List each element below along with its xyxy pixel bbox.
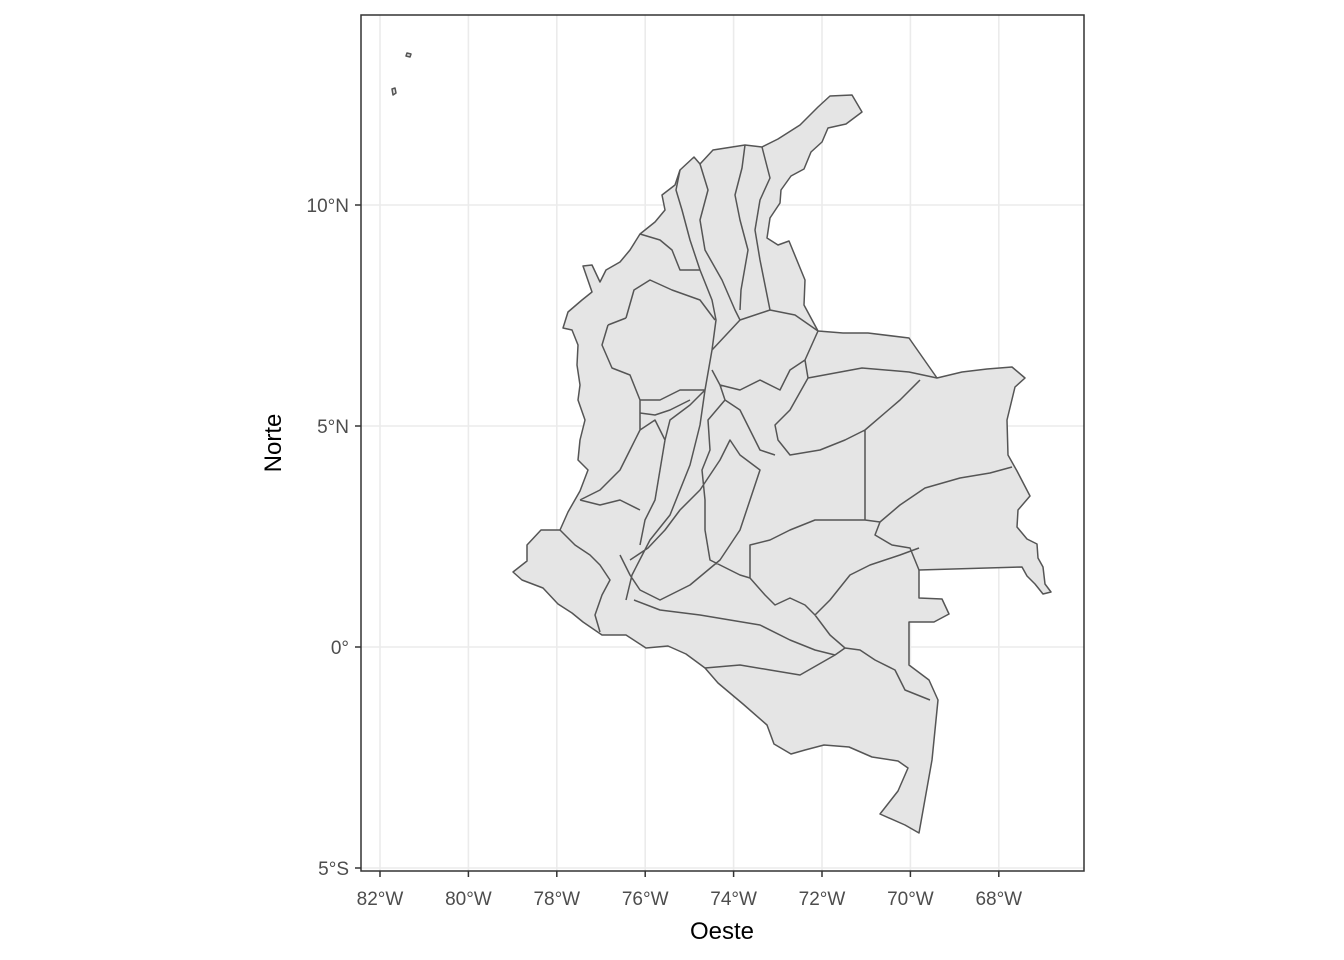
colombia-map: [391, 52, 1052, 834]
x-tick-label: 70°W: [887, 889, 934, 910]
y-tick-label: 10°N: [307, 196, 349, 217]
x-tick-label: 76°W: [622, 889, 669, 910]
x-tick-label: 74°W: [710, 889, 757, 910]
island-san-andres: [391, 87, 397, 96]
x-axis: 82°W 80°W 78°W 76°W 74°W 72°W 70°W 68°W: [357, 871, 1022, 910]
island-providencia: [405, 52, 412, 58]
x-tick-label: 68°W: [975, 889, 1022, 910]
x-axis-title: Oeste: [690, 918, 754, 945]
x-tick-label: 80°W: [445, 889, 492, 910]
y-tick-label: 5°N: [317, 417, 349, 438]
y-axis-title: Norte: [260, 414, 287, 473]
x-tick-label: 82°W: [357, 889, 404, 910]
x-tick-label: 78°W: [533, 889, 580, 910]
y-tick-label: 5°S: [318, 859, 349, 880]
country-outline: [512, 94, 1052, 834]
x-tick-label: 72°W: [799, 889, 846, 910]
plot-panel-border: [360, 14, 1085, 872]
department-borders: [559, 144, 1013, 701]
y-tick-label: 0°: [331, 638, 349, 659]
y-axis: 10°N 5°N 0° 5°S: [307, 196, 361, 880]
